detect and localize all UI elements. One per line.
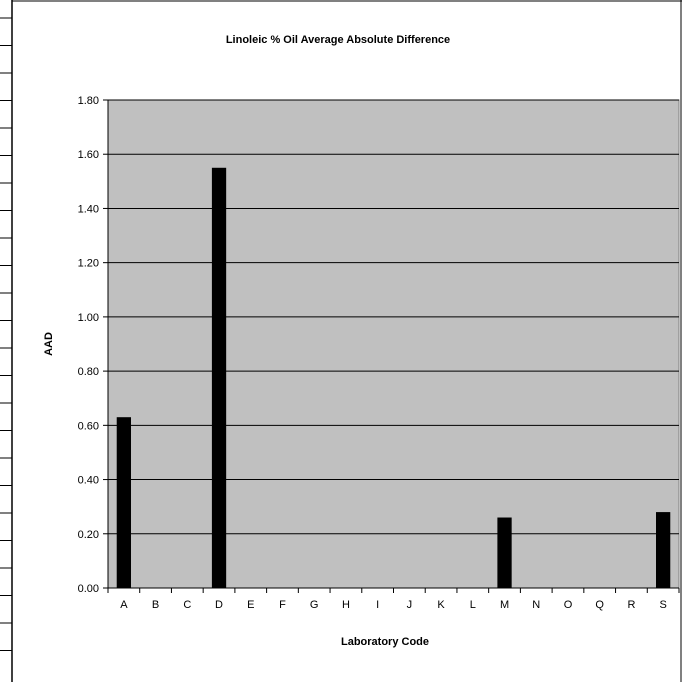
y-tick-label: 1.00	[78, 312, 99, 324]
x-tick-label: I	[376, 599, 379, 611]
y-tick-labels: 0.00 0.20 0.40 0.60 0.80 1.00 1.20 1.40 1.60 1.80	[78, 95, 99, 595]
x-tick-label: C	[183, 599, 191, 611]
chart-title: Linoleic % Oil Average Absolute Differen…	[226, 34, 450, 46]
x-tick-label: O	[564, 599, 573, 611]
y-tick-label: 1.40	[78, 203, 99, 215]
x-tick-label: M	[500, 599, 509, 611]
x-tick-label: E	[247, 599, 254, 611]
bar-S	[656, 512, 671, 588]
y-axis-title: AAD	[43, 332, 55, 356]
x-tick-label: A	[120, 599, 128, 611]
y-tick-label: 0.00	[78, 583, 99, 595]
x-tick-label: N	[532, 599, 540, 611]
y-tick-label: 1.80	[78, 95, 99, 107]
y-tick-label: 0.60	[78, 420, 99, 432]
y-tick-label: 0.80	[78, 366, 99, 378]
x-tick-label: L	[470, 599, 476, 611]
bar-A	[116, 417, 131, 588]
x-tick-label: K	[437, 599, 445, 611]
x-tick-label: G	[310, 599, 319, 611]
y-tick-label: 0.40	[78, 475, 99, 487]
x-tick-label: F	[279, 599, 286, 611]
gridlines	[108, 99, 679, 535]
bar-M	[497, 517, 512, 588]
y-tick-label: 0.20	[78, 529, 99, 541]
x-tick-label: H	[342, 599, 350, 611]
bars	[116, 167, 671, 588]
x-tick-label: D	[215, 599, 223, 611]
x-tick-label: Q	[595, 599, 604, 611]
y-tick-label: 1.60	[78, 149, 99, 161]
x-tick-label: S	[659, 599, 666, 611]
x-axis-title: Laboratory Code	[341, 636, 429, 648]
y-tick-label: 1.20	[78, 258, 99, 270]
plot-area	[107, 99, 680, 589]
x-tick-label: R	[627, 599, 635, 611]
x-tick-label: J	[407, 599, 413, 611]
axes	[103, 99, 680, 593]
bar-D	[211, 167, 227, 588]
x-tick-label: B	[152, 599, 159, 611]
